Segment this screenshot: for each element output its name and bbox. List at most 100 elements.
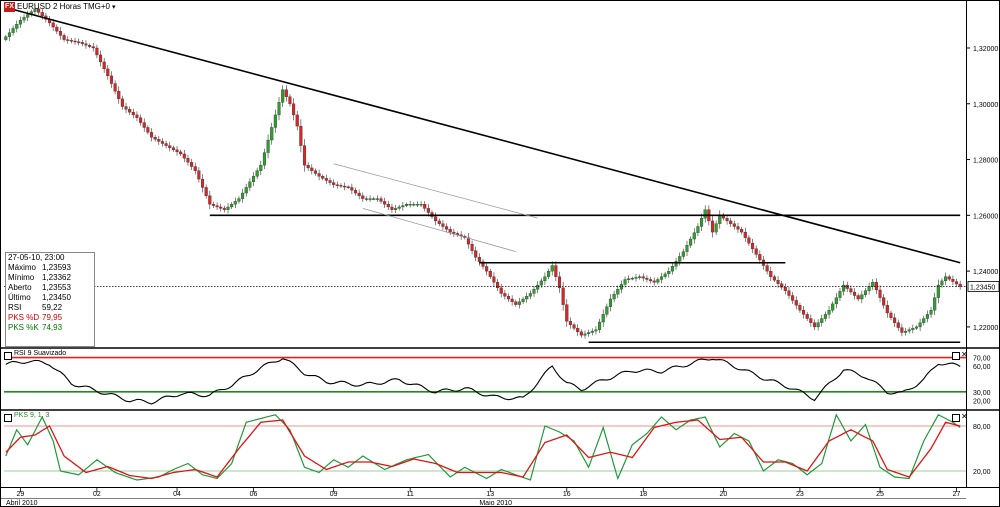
candle[interactable] (142, 122, 146, 128)
candle[interactable] (372, 198, 376, 200)
candle[interactable] (492, 276, 496, 283)
candle[interactable] (277, 102, 281, 116)
channel-line[interactable] (333, 163, 538, 219)
candle[interactable] (820, 318, 824, 323)
candle[interactable] (306, 164, 310, 169)
candle[interactable] (488, 270, 492, 277)
candle[interactable] (332, 182, 336, 185)
candle[interactable] (918, 322, 922, 328)
candle[interactable] (204, 187, 208, 196)
rsi-series-line[interactable] (5, 358, 961, 405)
candle[interactable] (350, 187, 354, 191)
candle[interactable] (211, 204, 215, 206)
candle[interactable] (15, 24, 19, 29)
candle[interactable] (157, 139, 161, 142)
candle[interactable] (525, 296, 529, 300)
candle[interactable] (736, 226, 740, 230)
candle[interactable] (386, 204, 390, 208)
candle[interactable] (681, 251, 685, 257)
candle[interactable] (273, 114, 277, 128)
candle[interactable] (863, 290, 868, 295)
pks-d-series-line[interactable] (5, 419, 961, 480)
candle[interactable] (557, 276, 562, 289)
candle[interactable] (893, 317, 897, 323)
candle[interactable] (11, 28, 15, 33)
candle[interactable] (922, 318, 926, 323)
candle[interactable] (689, 238, 693, 246)
candle[interactable] (295, 114, 299, 127)
candle[interactable] (878, 289, 882, 298)
candle[interactable] (248, 181, 252, 188)
candle[interactable] (838, 291, 842, 298)
candle[interactable] (313, 170, 317, 174)
candle[interactable] (816, 322, 820, 328)
candle[interactable] (740, 229, 744, 233)
candle[interactable] (659, 276, 664, 280)
candle[interactable] (914, 326, 919, 329)
candle[interactable] (550, 265, 554, 272)
candle[interactable] (102, 61, 106, 70)
candle[interactable] (288, 96, 292, 104)
candle[interactable] (598, 321, 602, 330)
candle[interactable] (113, 83, 117, 92)
candle[interactable] (882, 297, 886, 306)
candle[interactable] (237, 198, 241, 202)
candle[interactable] (907, 329, 911, 332)
candle[interactable] (346, 186, 350, 188)
candle[interactable] (361, 195, 365, 199)
candle[interactable] (663, 273, 667, 277)
candle[interactable] (58, 31, 62, 36)
candle[interactable] (62, 35, 66, 40)
candle[interactable] (634, 277, 638, 279)
candle[interactable] (543, 276, 547, 282)
candle[interactable] (641, 276, 645, 279)
candle[interactable] (255, 170, 259, 177)
candle[interactable] (281, 89, 285, 103)
candle[interactable] (339, 185, 343, 187)
candle[interactable] (528, 293, 532, 297)
candle[interactable] (568, 321, 572, 325)
candle[interactable] (692, 232, 696, 240)
candle[interactable] (375, 198, 379, 200)
candle[interactable] (849, 288, 853, 293)
candle[interactable] (18, 19, 22, 25)
candle[interactable] (751, 243, 755, 249)
candle[interactable] (98, 54, 103, 63)
candle[interactable] (670, 266, 674, 272)
candle[interactable] (364, 198, 368, 200)
candle[interactable] (7, 32, 11, 37)
candle[interactable] (506, 296, 511, 300)
candle[interactable] (758, 254, 762, 261)
candle[interactable] (397, 206, 401, 209)
candle[interactable] (696, 226, 700, 233)
candle[interactable] (383, 201, 387, 205)
candle[interactable] (812, 322, 817, 328)
candle[interactable] (437, 220, 441, 224)
candle[interactable] (182, 153, 186, 159)
candle[interactable] (317, 173, 321, 177)
pks-panel[interactable] (4, 413, 966, 481)
candle[interactable] (867, 286, 871, 291)
candle[interactable] (357, 192, 361, 196)
candle[interactable] (77, 41, 81, 43)
candle[interactable] (554, 265, 558, 277)
candle[interactable] (95, 47, 99, 56)
candle[interactable] (674, 261, 678, 267)
candle[interactable] (703, 209, 707, 219)
candle[interactable] (547, 270, 551, 277)
candle[interactable] (474, 250, 478, 258)
candle[interactable] (638, 276, 642, 278)
candle[interactable] (230, 204, 234, 208)
candle[interactable] (605, 306, 609, 315)
candle[interactable] (149, 132, 154, 138)
candle[interactable] (171, 147, 175, 150)
candle[interactable] (565, 304, 569, 322)
candle[interactable] (834, 297, 838, 305)
candle[interactable] (583, 333, 587, 336)
candle[interactable] (499, 287, 503, 294)
price-panel[interactable] (4, 5, 966, 344)
rsi-close-icon[interactable]: ✕ (961, 350, 968, 359)
candle[interactable] (55, 26, 59, 32)
candle[interactable] (4, 36, 8, 40)
candle[interactable] (477, 257, 481, 262)
